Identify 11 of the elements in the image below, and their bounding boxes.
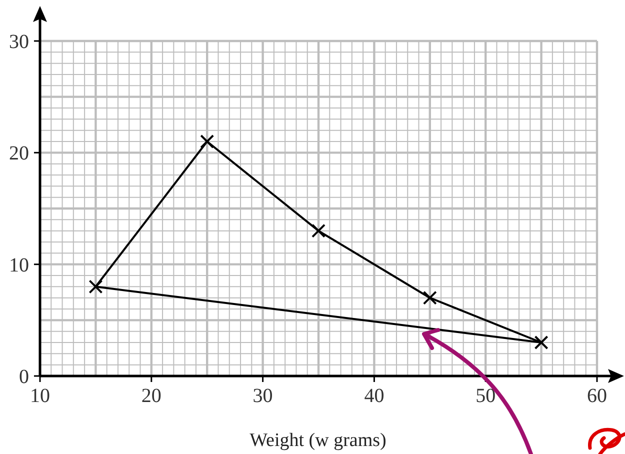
- y-tick-label: 0: [19, 366, 29, 388]
- x-tick-label: 60: [587, 385, 607, 407]
- x-tick-label: 40: [364, 385, 384, 407]
- x-tick-label: 20: [141, 385, 162, 407]
- x-axis-title: Weight (w grams): [250, 430, 386, 451]
- x-tick-label: 30: [252, 385, 273, 407]
- y-tick-label: 20: [9, 142, 29, 165]
- x-tick-label: 50: [476, 385, 496, 407]
- x-tick-label: 10: [30, 385, 50, 407]
- y-tick-label: 30: [9, 31, 29, 53]
- y-tick-label: 10: [9, 254, 29, 276]
